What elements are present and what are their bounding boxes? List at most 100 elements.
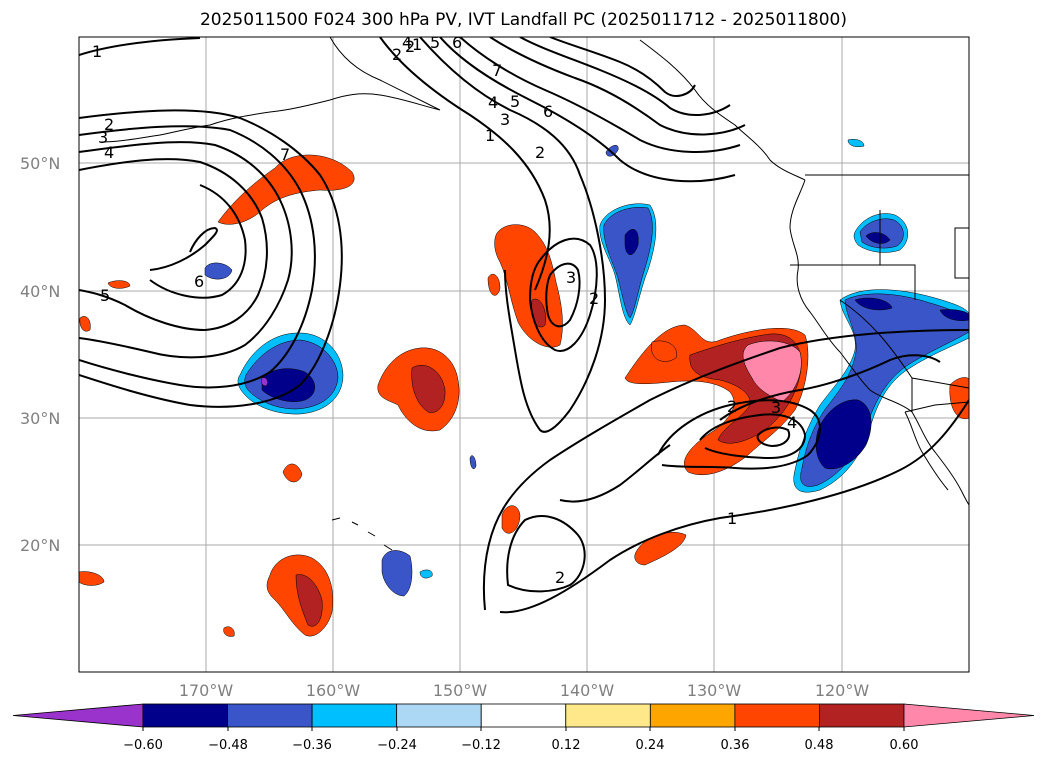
- colorbar-tick-label: 0.48: [805, 738, 834, 753]
- contour-label: 7: [492, 61, 502, 80]
- contour-west-6: [149, 226, 218, 271]
- colorbar-segments: [12, 703, 1035, 728]
- colorbar-tick-label: −0.36: [292, 738, 332, 753]
- colorbar-segment: [142, 703, 228, 728]
- colorbar-tick-label: 0.24: [636, 738, 665, 753]
- contour-label: 3: [98, 128, 108, 147]
- contour-label: 4: [402, 33, 412, 52]
- contour-south-6: [756, 426, 791, 448]
- contour-labels: 1 2 3 4 5 6 7 2 3 4 5 6 1 2 4 5 6 7 1 2 …: [92, 33, 797, 587]
- negative-region-small-3: [605, 145, 619, 157]
- contour-label: 2: [727, 397, 737, 416]
- contour-label: 1: [412, 35, 422, 54]
- positive-region-small-5: [79, 316, 91, 332]
- colorbar-segment: [819, 703, 905, 728]
- contour-label: 6: [452, 33, 462, 52]
- contour-label: 6: [194, 272, 204, 291]
- contour-north-5: [489, 37, 746, 136]
- contour-north-1: [379, 37, 551, 291]
- contour-west-5: [149, 184, 247, 299]
- contour-north-7: [549, 37, 696, 97]
- contour-label: 2: [392, 45, 402, 64]
- contour-label: 3: [771, 398, 781, 417]
- negative-region-east-main-core: [815, 399, 872, 470]
- colorbar-tick-label: 0.36: [721, 738, 750, 753]
- contour-label: 3: [566, 268, 576, 287]
- longitude-label: 150°W: [433, 681, 488, 700]
- contour-south-7: [559, 444, 671, 503]
- alaska-panhandle: [639, 39, 806, 181]
- baja-coast: [904, 411, 949, 491]
- contour-south-1: [482, 329, 969, 611]
- contour-label: 5: [510, 92, 520, 111]
- colorbar-tick-labels: −0.60 −0.48 −0.36 −0.24 −0.12 0.12 0.24 …: [123, 738, 918, 753]
- bc-coast: [789, 179, 969, 506]
- positive-region-small-7: [107, 280, 131, 289]
- colorbar-segment: [396, 703, 482, 728]
- map-title: 2025011500 F024 300 hPa PV, IVT Landfall…: [199, 10, 847, 30]
- contour-north-4: [459, 37, 741, 153]
- graticule: [79, 37, 969, 672]
- colorbar-segment: [649, 703, 736, 728]
- contour-south-4: [657, 399, 821, 470]
- positive-region-small-3: [634, 532, 687, 566]
- colorbar: −0.60 −0.48 −0.36 −0.24 −0.12 0.12 0.24 …: [12, 703, 1035, 753]
- alaska-coast: [99, 37, 441, 143]
- latitude-label: 40°N: [20, 282, 60, 301]
- latitude-label: 20°N: [20, 536, 60, 555]
- contour-ridge-1: [79, 37, 201, 56]
- colorbar-tick-label: −0.24: [377, 738, 417, 753]
- contour-west-1: [79, 109, 343, 408]
- negative-region-north-central-core: [624, 229, 639, 255]
- negative-region-north-central-mid: [603, 207, 653, 319]
- negative-region-east-main-core-2: [854, 297, 893, 311]
- contour-label: 2: [555, 568, 565, 587]
- negative-region-small-1: [204, 262, 233, 280]
- negative-region-east-main-core-3: [939, 309, 969, 321]
- latitude-label: 50°N: [20, 154, 60, 173]
- positive-region-aleutian: [217, 154, 355, 225]
- contour-south-3: [719, 354, 941, 421]
- negative-region-small-4: [847, 139, 865, 147]
- contour-south-2: [506, 515, 586, 593]
- longitude-label: 130°W: [687, 681, 742, 700]
- map-frame: [78, 36, 970, 673]
- map-area: 1 2 3 4 5 6 7 2 3 4 5 6 1 2 4 5 6 7 1 2 …: [79, 33, 969, 672]
- state-borders: [790, 210, 969, 412]
- contour-label: 5: [100, 286, 110, 305]
- colorbar-segment: [311, 703, 398, 728]
- contour-west-3: [79, 141, 293, 359]
- contour-low-1: [528, 237, 598, 352]
- contour-west-4: [79, 158, 268, 332]
- positive-region-small-8: [223, 626, 235, 637]
- negative-region-small-5: [419, 569, 433, 579]
- colorbar-segment: [734, 703, 820, 728]
- colorbar-segment: [480, 703, 567, 728]
- contour-north-6: [519, 37, 731, 116]
- contour-label: 4: [488, 93, 498, 112]
- colorbar-segment: [903, 703, 1035, 728]
- longitude-label: 140°W: [560, 681, 615, 700]
- positive-region-small-2: [501, 505, 521, 534]
- longitude-label: 120°W: [815, 681, 870, 700]
- positive-region-small-10: [651, 340, 677, 362]
- hawaii-islands: [331, 517, 393, 551]
- positive-region-small-1: [282, 463, 303, 483]
- colorbar-segment: [227, 703, 313, 728]
- contour-label: 7: [280, 145, 290, 164]
- longitude-axis: 170°W 160°W 150°W 140°W 130°W 120°W: [179, 681, 870, 700]
- positive-region-small-4: [487, 273, 501, 296]
- colorbar-tick-label: −0.60: [123, 738, 163, 753]
- contour-label: 2: [535, 143, 545, 162]
- contour-south-5: [699, 413, 807, 460]
- negative-region-hawaii-north-max: [260, 377, 268, 387]
- contour-label: 1: [92, 42, 102, 61]
- contour-label: 5: [430, 33, 440, 52]
- contour-label: 2: [589, 289, 599, 308]
- positive-anomaly-regions: [79, 154, 969, 637]
- negative-region-hawaii-island: [381, 550, 413, 597]
- coastlines: [99, 37, 969, 551]
- positive-region-small-9: [949, 377, 969, 420]
- contour-label: 1: [727, 509, 737, 528]
